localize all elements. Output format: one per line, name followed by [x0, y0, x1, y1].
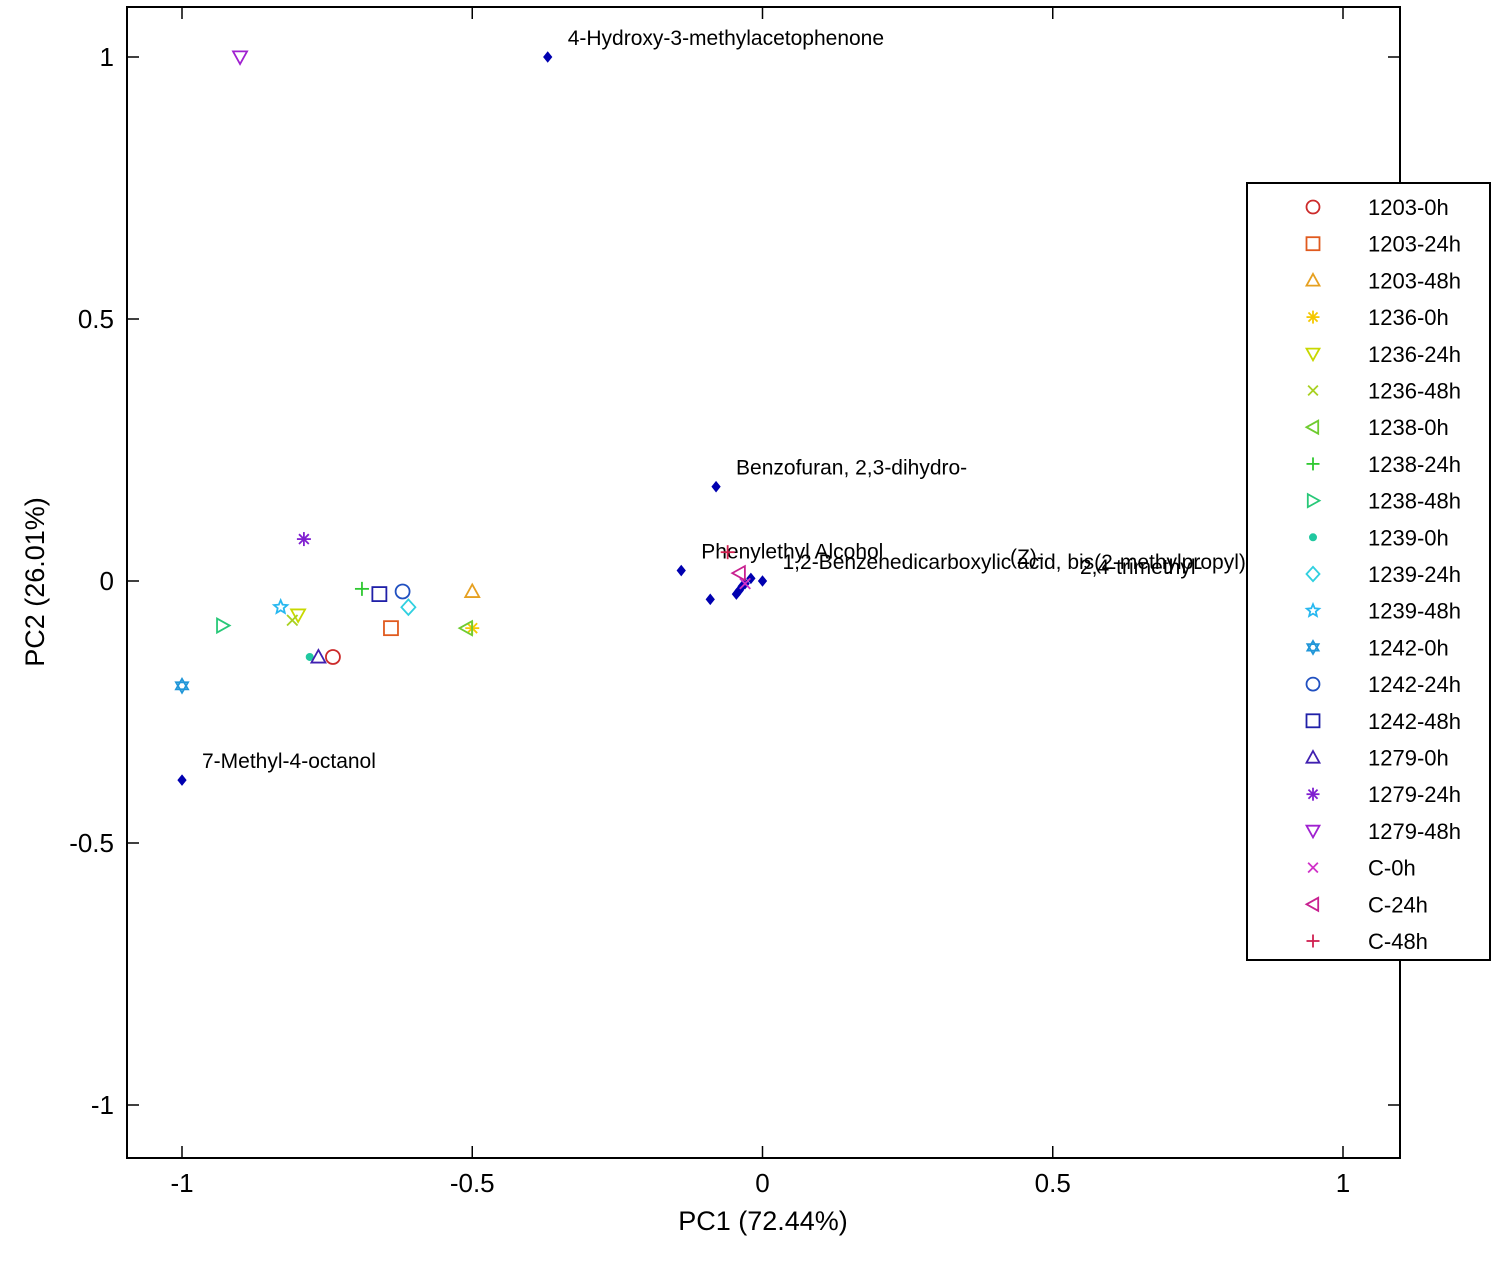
legend-entry: 1279-24h	[1368, 782, 1461, 807]
x-tick-label: -1	[170, 1168, 193, 1198]
score-point	[463, 582, 481, 598]
x-tick-label: 0.5	[1035, 1168, 1071, 1198]
legend-marker	[1306, 492, 1322, 509]
legend-entry: C-48h	[1368, 929, 1428, 954]
legend: 1203-0h 1203-24h 1203-48h 1236-0h 1236-24h 12…	[1246, 182, 1491, 961]
legend-marker	[1304, 272, 1322, 287]
legend-entry: 1242-0h	[1368, 635, 1449, 660]
legend-marker	[1304, 749, 1322, 764]
y-tick-label: 0	[100, 566, 114, 596]
loading-point	[757, 575, 768, 587]
legend-entry: C-24h	[1368, 892, 1428, 917]
legend-marker	[1305, 676, 1321, 692]
legend-entry: 1242-48h	[1368, 709, 1461, 734]
score-point	[739, 577, 751, 590]
legend-marker	[1307, 862, 1319, 874]
score-point	[457, 619, 473, 637]
score-point	[174, 676, 190, 695]
score-point	[296, 532, 311, 547]
score-point	[305, 652, 314, 661]
legend-box	[1246, 182, 1491, 961]
legend-marker	[1305, 639, 1321, 656]
legend-entry: C-0h	[1368, 856, 1416, 881]
score-point	[383, 620, 399, 637]
x-tick-label: -0.5	[450, 1168, 495, 1198]
loadings-layer: 4-Hydroxy-3-methylacetophenone Benzofuran…	[177, 27, 1299, 786]
legend-entry: 1238-0h	[1368, 415, 1449, 440]
score-point	[289, 608, 307, 624]
legend-entry: 1279-48h	[1368, 819, 1461, 844]
legend-entry: 1238-48h	[1368, 489, 1461, 514]
loading-point	[177, 774, 187, 786]
legend-entry: 1238-24h	[1368, 452, 1461, 477]
y-axis-title: PC2 (26.01%)	[20, 497, 50, 667]
score-point	[730, 564, 746, 582]
legend-entry: 1236-24h	[1368, 342, 1461, 367]
score-point	[216, 617, 232, 635]
legend-marker	[1306, 934, 1320, 948]
legend-marker	[1305, 199, 1321, 215]
score-point	[231, 50, 249, 66]
legend-marker	[1309, 533, 1317, 542]
legend-entry: 1239-24h	[1368, 562, 1461, 587]
score-point	[371, 586, 388, 602]
legend-entry: 1239-48h	[1368, 599, 1461, 624]
legend-marker	[1304, 419, 1320, 436]
loading-label: 1,2-Benzenedicarboxylic acid, bis(2-meth…	[783, 551, 1299, 574]
legend-marker	[1305, 713, 1321, 729]
score-point	[286, 614, 299, 627]
score-point	[400, 598, 417, 617]
legend-marker	[1306, 787, 1320, 801]
loading-point	[543, 51, 553, 63]
score-point	[271, 597, 290, 615]
score-point	[394, 583, 411, 600]
y-tick-label: -1	[91, 1090, 114, 1120]
legend-entry: 1239-0h	[1368, 525, 1449, 550]
legend-marker	[1306, 457, 1320, 471]
legend-marker	[1304, 601, 1322, 618]
x-tick-label: 1	[1336, 1168, 1350, 1198]
score-point	[354, 581, 369, 596]
loading-point	[705, 593, 715, 606]
x-axis-title: PC1 (72.44%)	[678, 1206, 848, 1236]
legend-marker	[1307, 384, 1319, 397]
loading-point	[676, 564, 686, 577]
legend-marker	[1304, 896, 1320, 913]
legend-marker	[1306, 310, 1320, 324]
axis-ticks: -1 -0.5 0 0.5 1 1 0.5 0 -0.5 -1	[69, 7, 1400, 1198]
loading-label: 7-Methyl-4-octanol	[202, 750, 376, 773]
loading-label: 4-Hydroxy-3-methylacetophenone	[568, 27, 884, 50]
y-tick-label: -0.5	[69, 828, 114, 858]
legend-entry: 1203-24h	[1368, 232, 1461, 257]
legend-entry: 1203-48h	[1368, 268, 1461, 293]
y-tick-label: 1	[100, 42, 114, 72]
legend-entry: 1279-0h	[1368, 746, 1449, 771]
legend-entry: 1236-48h	[1368, 379, 1461, 404]
loading-label: 2,4-trimethyl-	[1080, 556, 1203, 579]
legend-entry: 1236-0h	[1368, 305, 1449, 330]
legend-entry: 1242-24h	[1368, 672, 1461, 697]
legend-marker	[1305, 236, 1321, 252]
legend-entry: 1203-0h	[1368, 195, 1449, 220]
legend-marker	[1304, 824, 1322, 840]
x-tick-label: 0	[755, 1168, 769, 1198]
loading-label: Phenylethyl Alcohol	[701, 541, 883, 564]
score-point	[309, 648, 327, 664]
scores-layer	[174, 50, 751, 695]
loading-point	[711, 480, 721, 493]
score-point	[720, 545, 735, 560]
loading-label: (Z)-	[1010, 546, 1044, 569]
loading-label: Benzofuran, 2,3-dihydro-	[736, 457, 967, 480]
legend-marker	[1304, 347, 1322, 363]
y-tick-label: 0.5	[78, 304, 114, 334]
legend-marker	[1305, 565, 1321, 583]
score-point	[325, 649, 341, 665]
